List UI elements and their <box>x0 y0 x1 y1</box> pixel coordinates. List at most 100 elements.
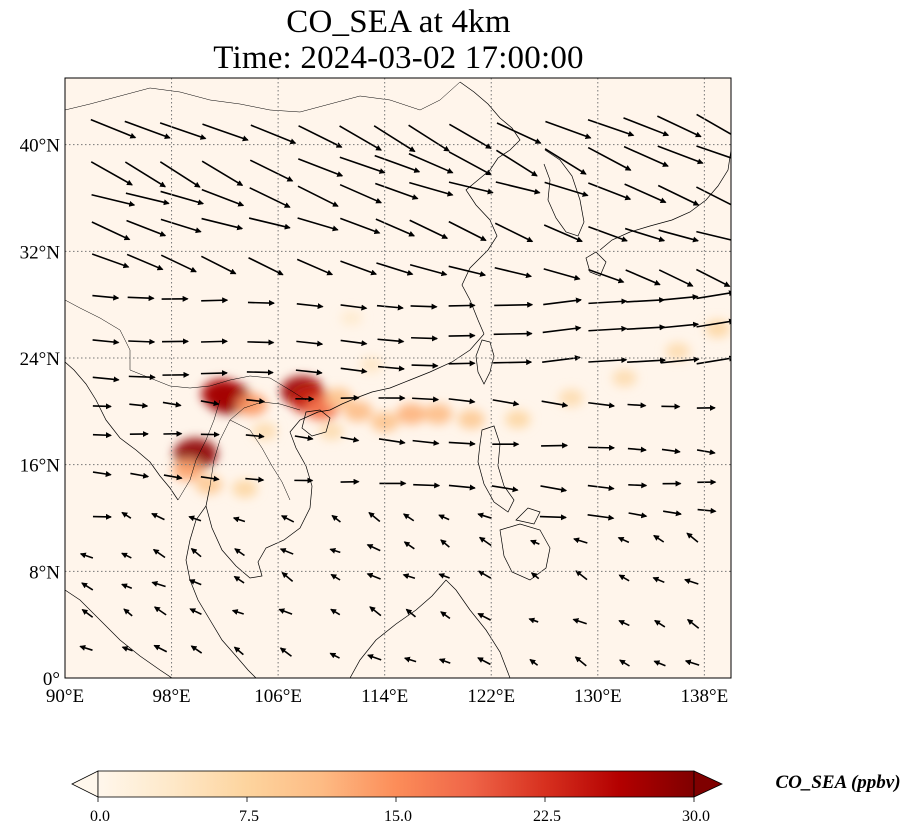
wind-arrow <box>448 360 476 367</box>
wind-arrow <box>296 340 324 347</box>
coastline-taiwan <box>475 339 495 385</box>
wind-arrow <box>279 548 294 555</box>
wind-arrow <box>245 476 265 483</box>
wind-arrow <box>686 532 699 543</box>
coastlines <box>65 81 731 678</box>
colorbar-title: CO_SEA (ppbv) <box>775 772 900 793</box>
wind-arrow <box>696 290 731 300</box>
wind-arrow <box>618 619 630 627</box>
coastline-philippines-south <box>499 523 551 581</box>
wind-arrow <box>121 646 133 652</box>
wind-arrow <box>588 401 616 409</box>
wind-arrow <box>373 125 416 153</box>
wind-arrow <box>281 571 294 582</box>
wind-arrow <box>201 217 244 231</box>
lon-tick-label: 90°E <box>46 686 84 707</box>
wind-arrow <box>543 297 582 306</box>
coastline-malay-peninsula <box>185 505 257 678</box>
wind-arrow <box>129 402 149 409</box>
wind-arrow <box>294 435 314 442</box>
lat-tick-label: 8°N <box>29 562 60 583</box>
wind-arrow <box>200 370 228 377</box>
wind-arrow <box>248 217 291 230</box>
border-china-west <box>65 299 131 370</box>
wind-arrow <box>200 475 220 482</box>
wind-arrow <box>408 153 454 174</box>
wind-arrow <box>200 255 237 275</box>
wind-arrow <box>626 324 666 331</box>
wind-arrow <box>623 145 669 167</box>
wind-arrow <box>247 300 275 307</box>
wind-arrow <box>366 544 381 552</box>
wind-arrow <box>495 149 538 177</box>
wind-arrow <box>126 253 164 271</box>
co-plume <box>232 479 258 498</box>
wind-arrow <box>159 122 207 140</box>
border-china-south <box>129 369 307 401</box>
wind-arrow <box>297 217 339 232</box>
wind-arrow <box>123 608 133 617</box>
wind-arrow <box>587 484 615 492</box>
wind-arrow <box>477 570 492 579</box>
colorbar: 0.0 7.5 15.0 22.5 30.0 CO_SEA (ppbv) <box>71 770 901 825</box>
wind-arrow <box>628 482 648 489</box>
wind-arrow <box>410 303 438 310</box>
wind-arrow <box>696 230 731 243</box>
wind-arrow <box>652 576 665 584</box>
wind-arrow <box>402 573 416 580</box>
wind-arrow <box>151 581 166 588</box>
lon-tick-label: 130°E <box>574 686 622 707</box>
co-plume <box>505 410 531 429</box>
wind-arrow <box>91 253 130 269</box>
wind-arrow <box>409 263 448 277</box>
co-plume <box>665 342 691 361</box>
wind-arrow <box>696 145 731 159</box>
coastline-japan <box>599 149 731 251</box>
wind-arrow <box>588 268 625 284</box>
wind-arrow <box>625 269 661 286</box>
wind-arrow <box>339 183 383 204</box>
wind-arrow <box>588 298 628 305</box>
wind-arrow <box>448 123 492 149</box>
wind-arrow <box>366 572 381 580</box>
wind-arrow <box>339 156 386 174</box>
wind-arrow <box>493 359 533 366</box>
wind-arrow <box>448 398 476 405</box>
co-plume <box>235 393 268 416</box>
lon-tick-label: 106°E <box>254 686 302 707</box>
wind-arrow <box>574 656 587 667</box>
wind-arrow <box>130 472 150 479</box>
wind-arrow <box>367 654 382 661</box>
wind-arrow <box>686 618 700 629</box>
wind-arrow <box>340 217 381 235</box>
co-plume <box>319 422 344 441</box>
coastline-indochina <box>205 411 319 579</box>
wind-arrow <box>627 446 647 453</box>
wind-arrow <box>494 301 534 308</box>
wind-arrow <box>408 124 450 152</box>
wind-arrow <box>232 516 246 523</box>
wind-arrow <box>412 439 440 446</box>
wind-arrow <box>618 574 630 582</box>
wind-arrow <box>448 220 487 242</box>
lat-tick-label: 32°N <box>20 242 61 263</box>
wind-arrow <box>128 374 156 381</box>
border-indochina <box>209 401 301 487</box>
latitude-axis: 0° 8°N 16°N 24°N 32°N 40°N <box>20 136 61 690</box>
coastline-korea <box>543 149 585 237</box>
border-laos <box>229 419 291 501</box>
wind-arrow <box>152 548 166 559</box>
wind-arrow <box>493 330 533 337</box>
wind-arrow <box>587 146 632 171</box>
wind-arrow <box>330 573 341 581</box>
wind-arrow <box>246 369 274 376</box>
wind-arrow <box>438 573 450 579</box>
wind-arrow <box>628 512 648 519</box>
wind-arrow <box>491 485 519 493</box>
wind-arrow <box>627 357 667 364</box>
wind-arrow <box>411 335 439 342</box>
wind-arrow <box>231 609 244 615</box>
wind-arrow <box>278 608 293 615</box>
wind-arrow <box>245 433 265 440</box>
wind-arrow <box>661 448 681 455</box>
